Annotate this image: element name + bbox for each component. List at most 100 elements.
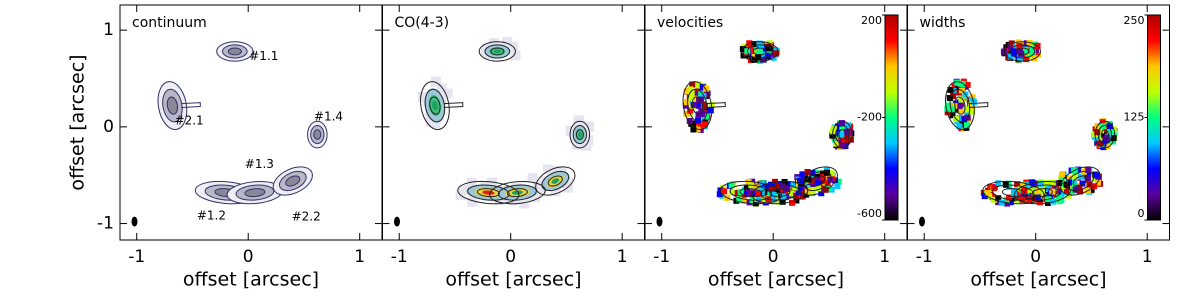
contour	[482, 190, 495, 195]
y-tick-label: -1	[97, 214, 114, 234]
panel: widths -1 0 1 offset [arcsec] 250 125 0	[907, 4, 1170, 291]
contour	[739, 188, 763, 198]
contour	[547, 175, 563, 187]
x-tick-label: -1	[128, 247, 145, 267]
x-axis-label: offset [arcsec]	[708, 269, 844, 291]
contour	[551, 178, 560, 184]
map-pixel	[728, 181, 735, 188]
map-pixel	[774, 183, 781, 190]
emission-pixel	[425, 116, 436, 127]
map-pixel	[1093, 172, 1100, 179]
contour	[769, 188, 791, 198]
map-pixel	[1007, 199, 1014, 206]
contour	[1100, 129, 1109, 140]
map-pixel	[958, 107, 965, 114]
contour	[432, 100, 438, 111]
map-pixel	[844, 122, 851, 129]
map-pixel	[1016, 42, 1023, 49]
map-pixel	[963, 122, 970, 129]
map-pixel	[1095, 175, 1102, 182]
map-pixel	[1023, 56, 1030, 63]
emission-pixel	[572, 139, 583, 150]
contour	[1009, 44, 1036, 59]
map-pixel	[716, 191, 723, 198]
emission-pixel	[466, 177, 477, 188]
emission-pixel	[573, 115, 584, 126]
map-pixel	[1021, 46, 1028, 53]
map-pixel	[810, 181, 817, 188]
map-pixel	[809, 169, 816, 176]
colorbar-tick-label: 200	[861, 14, 882, 27]
contour	[1066, 170, 1095, 192]
map-pixel	[736, 196, 743, 203]
map-pixel	[788, 190, 795, 197]
contour	[166, 96, 179, 115]
contour	[832, 120, 853, 149]
emission-pixel	[467, 196, 478, 207]
contour	[1060, 166, 1101, 196]
map-pixel	[698, 106, 705, 113]
map-pixel	[751, 56, 758, 63]
emission-pixel	[581, 140, 592, 151]
map-pixel	[804, 169, 811, 176]
map-pixel	[1056, 194, 1063, 201]
contour	[575, 129, 584, 140]
map-pixel	[834, 182, 841, 189]
contour	[511, 190, 523, 195]
map-pixel	[835, 178, 842, 185]
map-pixel	[702, 117, 709, 124]
map-pixel	[1014, 194, 1021, 201]
map-pixel	[759, 56, 766, 63]
map-pixel	[950, 93, 957, 100]
map-pixel	[1049, 179, 1056, 186]
map-pixel	[690, 120, 697, 127]
map-pixel	[1072, 173, 1079, 180]
x-tick-label: 0	[1030, 247, 1041, 267]
x-tick-label: 1	[879, 247, 890, 267]
contour	[954, 96, 966, 115]
map-pixel	[740, 197, 747, 204]
contour	[1097, 125, 1112, 145]
contour	[569, 120, 591, 149]
map-pixel	[834, 129, 841, 136]
emission-pixel	[487, 177, 498, 188]
contour	[285, 175, 301, 187]
beam	[131, 216, 138, 227]
map-pixel	[961, 116, 968, 123]
map-pixel	[699, 84, 706, 91]
map-pixel	[1089, 175, 1096, 182]
map-pixel	[1041, 182, 1048, 189]
map-pixel	[959, 121, 966, 128]
colorbar-tick-label: -200	[857, 111, 882, 124]
map-pixel	[954, 79, 961, 86]
annotation: #1.4	[314, 110, 343, 124]
map-pixel	[683, 88, 690, 95]
plot-area	[918, 39, 1118, 227]
map-pixel	[701, 102, 708, 109]
annotation: #2.2	[292, 209, 321, 223]
contour	[443, 102, 464, 109]
map-pixel	[1102, 130, 1109, 137]
contour	[572, 125, 587, 145]
map-pixel	[1076, 184, 1083, 191]
contour	[478, 41, 516, 62]
emission-pixel	[459, 184, 470, 195]
map-pixel	[694, 102, 701, 109]
map-pixel	[707, 107, 714, 114]
map-pixel	[948, 106, 955, 113]
x-axis-label: offset [arcsec]	[183, 269, 319, 291]
map-pixel	[683, 110, 690, 117]
map-pixel	[963, 106, 970, 113]
panel: CO(4-3) -1 0 1 offset [arcsec]	[382, 4, 645, 291]
map-pixel	[683, 99, 690, 106]
beam	[918, 216, 925, 227]
map-pixel	[1065, 192, 1072, 199]
map-pixel	[815, 180, 822, 187]
map-pixel	[694, 88, 701, 95]
map-pixel	[1098, 127, 1105, 134]
contour	[1003, 41, 1041, 62]
map-pixel	[844, 133, 851, 140]
map-pixel	[1058, 171, 1065, 178]
map-pixel	[818, 190, 825, 197]
